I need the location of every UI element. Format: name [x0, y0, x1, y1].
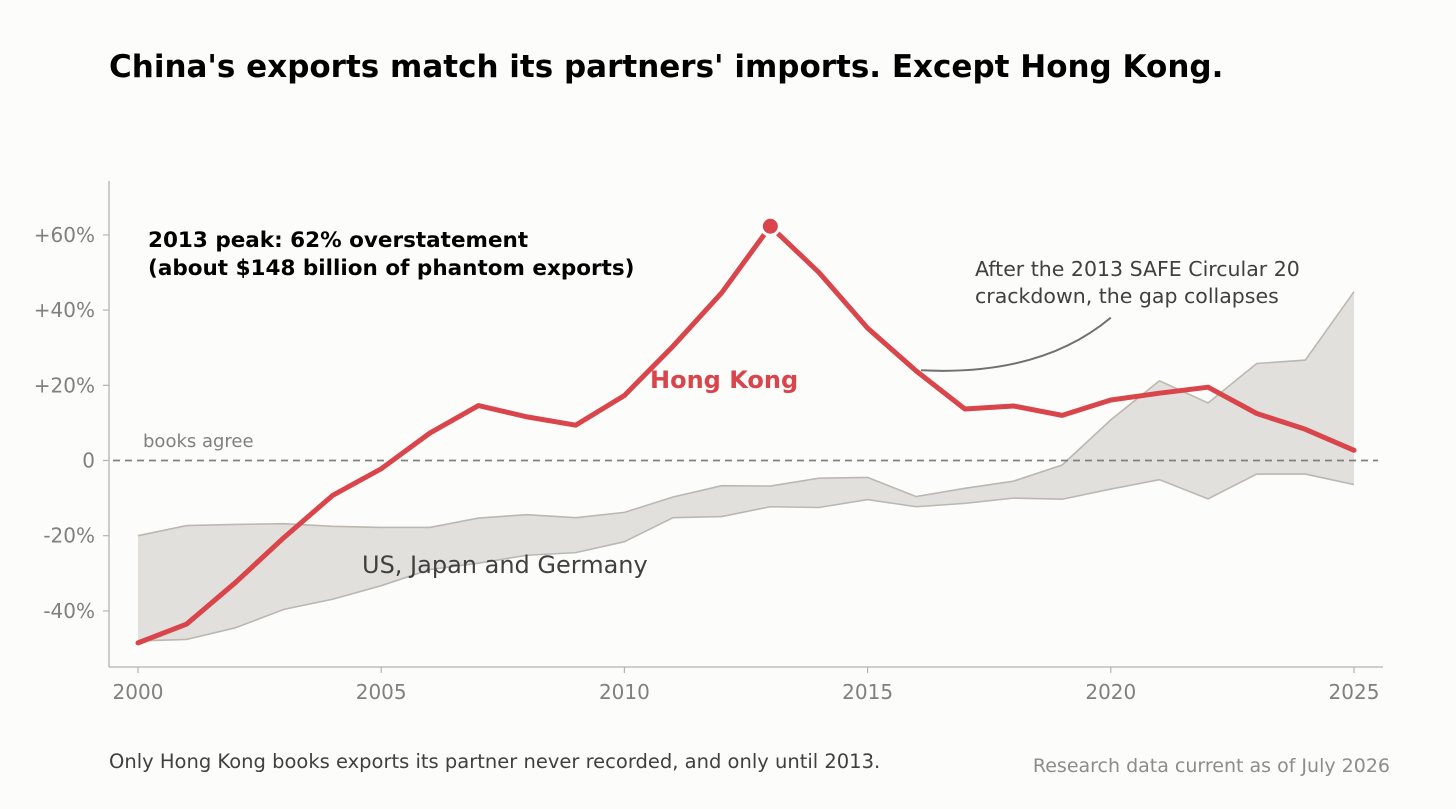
hong-kong-line-layer: [135, 215, 1357, 646]
peak-annotation-line2: (about $148 billion of phantom exports): [148, 256, 635, 281]
y-tick-label: +60%: [34, 223, 95, 247]
crackdown-annotation-line1: After the 2013 SAFE Circular 20: [975, 257, 1300, 281]
hong-kong-line: [135, 223, 1357, 646]
crackdown-annotation-line2: crackdown, the gap collapses: [975, 284, 1279, 308]
x-tick-label: 2015: [842, 680, 893, 704]
footer-source: Research data current as of July 2026: [1033, 755, 1390, 777]
partner-band-lower-edge: [137, 473, 1355, 642]
x-tick-label: 2025: [1329, 680, 1380, 704]
peak-annotation-line1: 2013 peak: 62% overstatement: [148, 228, 528, 253]
band-series-label: US, Japan and Germany: [362, 551, 648, 579]
hong-kong-series-label: Hong Kong: [650, 366, 798, 394]
reference-line-label: books agree: [143, 431, 254, 452]
x-tick-label: 2000: [113, 680, 164, 704]
partner-band-layer: [137, 291, 1355, 642]
annotation-layer: 2013 peak: 62% overstatement (about $148…: [143, 228, 1300, 579]
axes-layer: -40% -20% 0 +20% +40% +60% 2000 2005 2010 2015 202…: [34, 181, 1383, 704]
y-tick-label: 0: [82, 449, 95, 473]
partner-band-area: [138, 291, 1354, 641]
x-tick-label: 2005: [356, 680, 407, 704]
y-tick-label: +40%: [34, 298, 95, 322]
peak-marker: [762, 218, 778, 234]
crackdown-arrow: [921, 316, 1112, 372]
y-tick-label: -40%: [43, 599, 95, 623]
chart-title: China's exports match its partners' impo…: [109, 49, 1223, 85]
partner-band-upper-edge: [137, 291, 1355, 537]
x-tick-label: 2020: [1085, 680, 1136, 704]
y-tick-label: -20%: [43, 524, 95, 548]
x-tick-label: 2010: [599, 680, 650, 704]
y-tick-label: +20%: [34, 373, 95, 397]
footer-note: Only Hong Kong books exports its partner…: [109, 750, 880, 773]
